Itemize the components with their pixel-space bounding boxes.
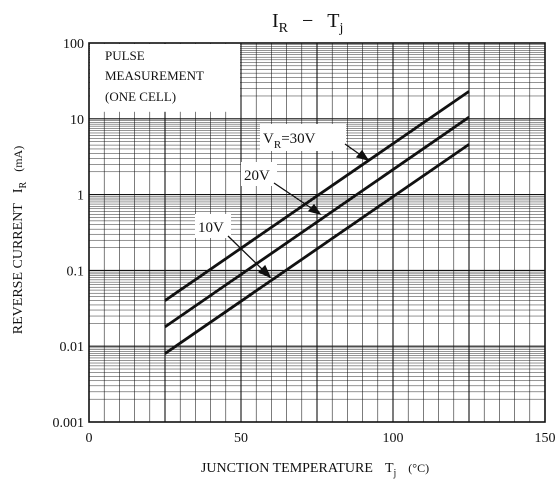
x-axis-label-subscript: j bbox=[393, 468, 397, 479]
series-label-30v-main: V bbox=[263, 131, 274, 147]
series-label-bg-20v bbox=[241, 162, 277, 186]
leader-arrowhead-10v bbox=[257, 264, 272, 279]
title-current-symbol: I bbox=[272, 10, 279, 32]
note-line-3: (ONE CELL) bbox=[105, 89, 176, 104]
note-box bbox=[90, 44, 240, 112]
x-tick-label: 100 bbox=[383, 431, 404, 446]
leader-arrow-20v bbox=[273, 182, 315, 211]
y-tick-label: 0.001 bbox=[53, 416, 85, 431]
series-label-10v: 10V bbox=[198, 220, 224, 236]
tick-labels: 0 50 100 150 0.001 0.01 0.1 1 10 100 bbox=[53, 37, 556, 446]
x-axis-label-unit: (°C) bbox=[408, 461, 429, 475]
series-line-20v bbox=[164, 116, 470, 329]
y-tick-label: 10 bbox=[70, 113, 84, 128]
series-label-30v-rest: =30V bbox=[281, 131, 315, 147]
x-tick-label: 150 bbox=[535, 431, 556, 446]
series-label-20v: 20V bbox=[244, 168, 270, 184]
y-axis-label: REVERSE CURRENT IR (mA) bbox=[11, 146, 29, 334]
x-tick-label: 50 bbox=[234, 431, 248, 446]
series-label-30v: VR=30V bbox=[263, 131, 316, 151]
x-axis-label: JUNCTION TEMPERATURE Tj (°C) bbox=[201, 461, 429, 479]
title-separator: − bbox=[302, 10, 313, 32]
series-line-10v bbox=[164, 143, 470, 355]
series-label-bg-10v bbox=[195, 214, 231, 238]
title-temperature-subscript: j bbox=[339, 21, 344, 36]
y-tick-label: 1 bbox=[77, 189, 84, 204]
x-axis-label-text: JUNCTION TEMPERATURE bbox=[201, 461, 373, 476]
series-line-vr-30v bbox=[164, 90, 470, 302]
x-tick-label: 0 bbox=[86, 431, 93, 446]
y-axis-label-symbol: I bbox=[11, 188, 26, 193]
title-temperature-symbol: T bbox=[327, 10, 339, 32]
y-tick-label: 100 bbox=[63, 37, 84, 52]
leader-arrowhead-20v bbox=[307, 203, 322, 216]
series-label-bg-30v bbox=[260, 124, 346, 151]
y-axis-label-unit: (mA) bbox=[11, 146, 25, 172]
y-axis-label-text: REVERSE CURRENT bbox=[11, 203, 26, 335]
note-line-1: PULSE bbox=[105, 48, 145, 63]
leader-arrow-10v bbox=[227, 235, 265, 272]
title-current-subscript: R bbox=[279, 21, 289, 36]
y-axis-label-subscript: R bbox=[18, 181, 29, 188]
chart-title: IR − Tj bbox=[272, 10, 343, 36]
note-line-2: MEASUREMENT bbox=[105, 68, 204, 83]
leader-arrows bbox=[227, 143, 370, 279]
series-label-30v-sub: R bbox=[274, 139, 282, 151]
y-tick-label: 0.01 bbox=[60, 340, 85, 355]
series-layer bbox=[164, 90, 470, 355]
x-axis-label-symbol: T bbox=[385, 461, 394, 476]
y-tick-label: 0.1 bbox=[67, 264, 85, 279]
leader-arrowhead-30v bbox=[355, 149, 370, 162]
plot-frame bbox=[88, 42, 546, 423]
